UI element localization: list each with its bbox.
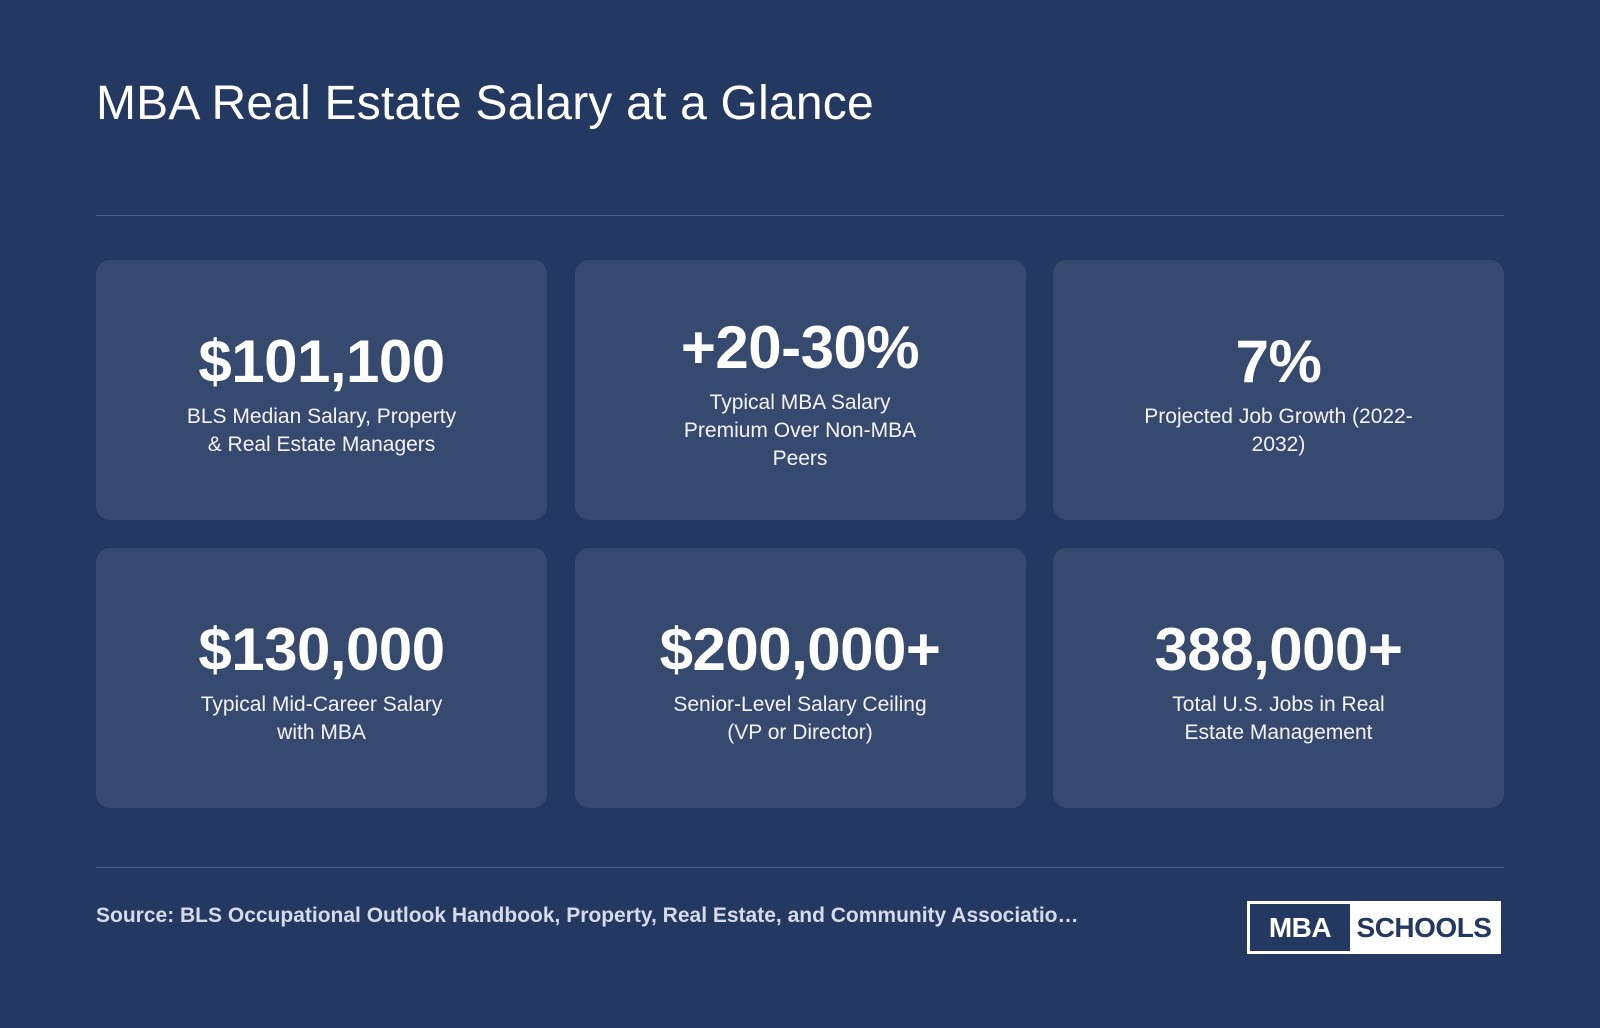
stat-label: Typical Mid-Career Salary with MBA (200, 693, 443, 744)
stat-card-mba-premium: +20-30% Typical MBA Salary Premium Over … (574, 260, 1026, 520)
stat-value: $130,000 (198, 616, 445, 683)
stat-value: 388,000+ (1154, 616, 1403, 683)
stat-value: $200,000+ (659, 616, 941, 683)
top-divider (96, 215, 1504, 216)
stat-card-median-salary: $101,100 BLS Median Salary, Property & R… (96, 260, 547, 520)
stat-label: Projected Job Growth (2022-2032) (1144, 405, 1413, 456)
page-title: MBA Real Estate Salary at a Glance (96, 77, 874, 130)
source-note: Source: BLS Occupational Outlook Handboo… (96, 904, 1079, 927)
logo-mba-text: MBA (1250, 904, 1350, 951)
stat-card-mid-career-salary: $130,000 Typical Mid-Career Salary with … (96, 548, 547, 808)
stat-label: Senior-Level Salary Ceiling (VP or Direc… (673, 693, 927, 744)
stats-grid: $101,100 BLS Median Salary, Property & R… (96, 260, 1504, 808)
stat-value: $101,100 (198, 328, 445, 395)
stat-card-senior-ceiling: $200,000+ Senior-Level Salary Ceiling (V… (574, 548, 1026, 808)
stat-label: Typical MBA Salary Premium Over Non-MBA … (683, 391, 917, 470)
stat-value: +20-30% (680, 314, 920, 381)
stat-value: 7% (1235, 328, 1322, 395)
bottom-divider (96, 867, 1504, 868)
stat-label: Total U.S. Jobs in Real Estate Managemen… (1172, 693, 1385, 744)
stat-label: BLS Median Salary, Property & Real Estat… (186, 405, 457, 456)
stat-card-job-growth: 7% Projected Job Growth (2022-2032) (1053, 260, 1504, 520)
stat-card-total-jobs: 388,000+ Total U.S. Jobs in Real Estate … (1053, 548, 1504, 808)
logo-schools-text: SCHOOLS (1356, 911, 1492, 943)
mba-schools-logo: MBA SCHOOLS (1247, 901, 1501, 954)
